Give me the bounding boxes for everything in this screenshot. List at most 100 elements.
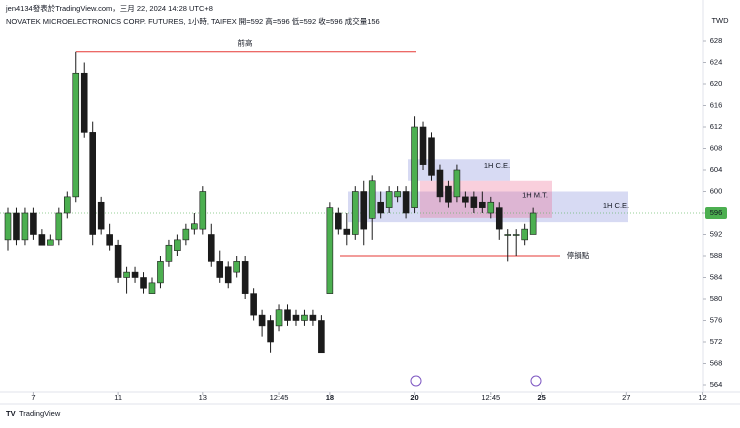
candle-body (97, 201, 105, 230)
candle-body (512, 234, 520, 236)
candle-body (360, 191, 368, 230)
y-tick-label: 572 (710, 337, 723, 346)
candle-body (114, 244, 122, 278)
candle-body (55, 212, 63, 241)
candle-body (38, 234, 46, 246)
y-tick-label: 624 (710, 57, 723, 66)
candle-body (224, 266, 232, 284)
y-tick-label: 576 (710, 315, 723, 324)
candle-body (140, 277, 147, 289)
candle-body (30, 212, 37, 235)
candle-body (182, 228, 190, 241)
author-line: jen4134發表於TradingView.com，三月 22, 2024 14… (5, 3, 213, 13)
event-icon[interactable] (530, 375, 542, 387)
candle-body (267, 320, 274, 343)
x-tick-label: 12 (698, 393, 706, 402)
candle-body (72, 72, 80, 198)
candle-body (123, 271, 130, 278)
candle-body (529, 212, 537, 235)
candle-body (411, 126, 418, 208)
candle-body (284, 309, 291, 321)
brand: TradingView (19, 409, 61, 418)
candle-body (258, 314, 266, 327)
candle-body (191, 223, 198, 230)
candle-body (106, 234, 113, 246)
y-tick-label: 616 (710, 100, 723, 109)
candle-body (368, 180, 376, 219)
candle-body (487, 201, 495, 214)
y-tick-label: 564 (710, 380, 723, 389)
candle-body (436, 169, 444, 198)
candle-body (326, 207, 334, 294)
candle-body (521, 228, 528, 241)
logo: TV (6, 409, 16, 418)
x-tick-label: 18 (326, 393, 334, 402)
x-tick-label: 27 (622, 393, 630, 402)
y-tick-label: 612 (710, 122, 723, 131)
y-tick-label: 580 (710, 294, 723, 303)
candle-body (275, 309, 283, 327)
candle-body (13, 212, 20, 241)
y-tick-label: 568 (710, 358, 723, 367)
x-tick-label: 12:45 (270, 393, 289, 402)
y-tick-label: 620 (710, 79, 723, 88)
y-tick-label: 628 (710, 36, 723, 45)
event-icon[interactable] (410, 375, 422, 387)
level-label: 停損點 (567, 250, 590, 260)
zone-label: 1H C.E. (484, 161, 510, 170)
candle-body (504, 234, 512, 236)
y-tick-label: 584 (710, 272, 723, 281)
y-tick-label: 608 (710, 143, 723, 152)
level-label: 前高 (238, 38, 253, 48)
candle-body (233, 261, 240, 273)
candle-body (453, 169, 461, 198)
candle-body (292, 314, 300, 321)
candle-body (428, 137, 435, 176)
candle-body (309, 314, 317, 321)
candle-body (385, 191, 393, 208)
x-tick-label: 25 (537, 393, 545, 402)
y-tick-label: 604 (710, 165, 723, 174)
symbol-line: NOVATEK MICROELECTRONICS CORP. FUTURES, … (6, 16, 380, 26)
candle-body (199, 191, 207, 230)
candle-body (470, 196, 478, 208)
candle-body (47, 239, 54, 246)
candle-body (445, 185, 452, 203)
y-tick-label: 588 (710, 251, 723, 260)
last-price-label: 596 (710, 208, 723, 217)
candle-body (479, 201, 486, 208)
zone-label: 1H M.T. (522, 190, 548, 199)
x-tick-label: 7 (31, 393, 35, 402)
y-tick-label: 592 (710, 229, 723, 238)
zone-label: 1H C.E. (603, 201, 629, 210)
candle-body (335, 212, 342, 230)
candle-body (4, 212, 12, 241)
candle-body (131, 271, 139, 278)
candle-body (216, 261, 224, 278)
x-tick-label: 20 (410, 393, 418, 402)
candle-body (351, 191, 359, 235)
candle-body (89, 132, 96, 235)
candle-body (21, 212, 29, 241)
candle-body (301, 314, 308, 321)
x-tick-label: 13 (199, 393, 207, 402)
candle-body (462, 196, 469, 203)
candle-body (394, 191, 401, 198)
y-tick-label: 600 (710, 186, 723, 195)
candle-body (165, 244, 173, 262)
currency: TWD (711, 16, 729, 25)
x-tick-label: 11 (114, 393, 122, 402)
candle-body (174, 239, 181, 251)
candle-body (148, 282, 156, 294)
last-price-tag (705, 207, 727, 219)
candle-body (157, 261, 164, 284)
candle-body (495, 207, 503, 230)
candle-body (402, 191, 410, 214)
candle-body (63, 196, 71, 214)
candle-body (80, 72, 88, 133)
candle-body (207, 234, 215, 262)
candle-body (250, 293, 257, 316)
candle-body (343, 228, 351, 235)
candle-body (377, 201, 384, 214)
